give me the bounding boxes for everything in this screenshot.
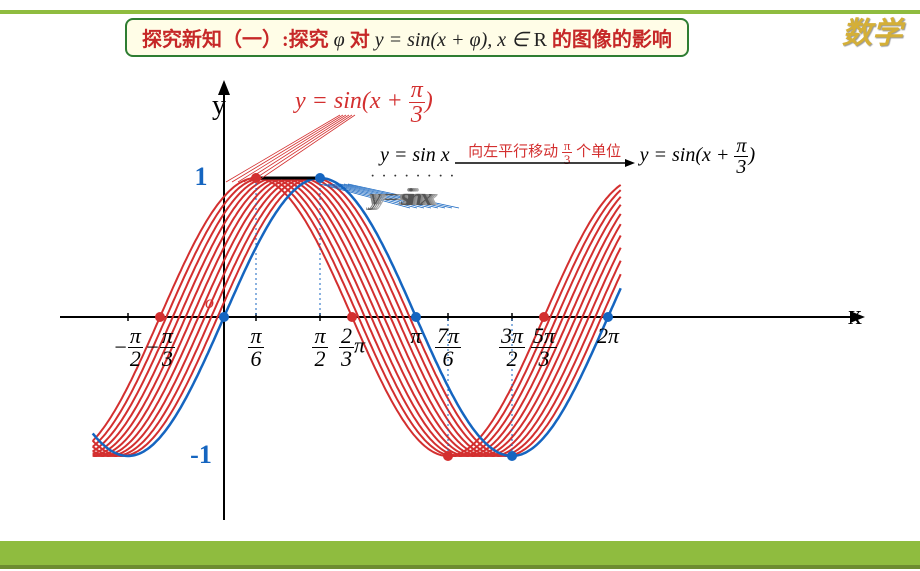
- subject-logo: 数学: [842, 8, 902, 52]
- title-mid: 对: [350, 29, 375, 51]
- sine-chart: [0, 60, 920, 540]
- origin-label: o: [205, 292, 214, 313]
- lesson-title: 探究新知（一）:探究 φ 对 y = sin(x + φ), x ∈ R 的图像…: [125, 18, 689, 57]
- chart-stage: y x o −π2−π3π6π223ππ7π63π25π32π 1-1 y = …: [0, 60, 920, 540]
- x-tick: 2π: [588, 325, 628, 347]
- bottom-divider: [0, 565, 920, 569]
- y-tick: -1: [186, 442, 216, 468]
- x-tick: 7π6: [428, 325, 468, 370]
- arrow-icon: [455, 157, 635, 169]
- base-curve-label-cluster: y = sin x: [370, 185, 428, 212]
- x-tick: −π3: [140, 325, 180, 370]
- shifted-curve-label: y = sin(x + π3): [295, 78, 433, 127]
- transform-rhs: y = sin(x + π3): [640, 144, 755, 166]
- title-post: 的图像的影响: [552, 29, 672, 51]
- bottom-block: [0, 541, 920, 565]
- title-fn: y = sin(x + φ), x ∈ R: [375, 29, 547, 51]
- title-pre: 探究新知（一）:探究: [142, 29, 334, 51]
- y-axis-label: y: [212, 90, 226, 122]
- x-tick: π6: [236, 325, 276, 370]
- y-tick: 1: [186, 164, 216, 190]
- transform-lhs: y = sin x: [380, 144, 450, 166]
- title-phi: φ: [334, 29, 345, 51]
- x-axis-label: x: [848, 300, 862, 332]
- top-divider: [0, 10, 920, 14]
- x-tick: 5π3: [524, 325, 564, 370]
- transform-expression: y = sin x 向左平行移动 π3 个单位 y = sin(x + π3): [380, 136, 755, 177]
- x-tick: 23π: [332, 325, 372, 370]
